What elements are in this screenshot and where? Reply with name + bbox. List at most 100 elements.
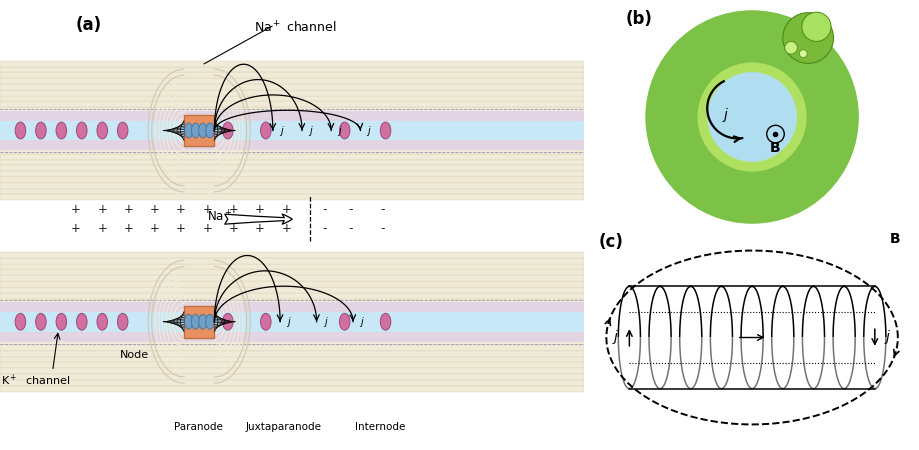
Ellipse shape xyxy=(56,122,66,139)
Text: +: + xyxy=(97,222,107,235)
Text: +: + xyxy=(123,222,133,235)
Ellipse shape xyxy=(222,122,233,139)
Bar xyxy=(0,339,584,345)
Bar xyxy=(0,84,584,90)
Text: -: - xyxy=(322,203,326,216)
Bar xyxy=(0,275,584,281)
Text: Node: Node xyxy=(119,350,149,360)
Circle shape xyxy=(690,55,812,179)
Text: +: + xyxy=(97,203,107,216)
Bar xyxy=(0,310,584,316)
Ellipse shape xyxy=(260,122,271,139)
Text: j: j xyxy=(612,330,617,345)
Ellipse shape xyxy=(222,313,233,330)
Text: +: + xyxy=(255,203,265,216)
Ellipse shape xyxy=(380,122,391,139)
Bar xyxy=(0,316,584,322)
Text: +: + xyxy=(229,203,238,216)
Bar xyxy=(0,304,584,310)
Text: +: + xyxy=(229,222,238,235)
Bar xyxy=(0,67,584,72)
Text: j: j xyxy=(367,126,369,135)
Ellipse shape xyxy=(199,123,207,138)
Ellipse shape xyxy=(96,122,108,139)
Ellipse shape xyxy=(191,314,199,329)
Ellipse shape xyxy=(16,122,26,139)
Text: Paranode: Paranode xyxy=(174,422,222,432)
Ellipse shape xyxy=(56,313,66,330)
Circle shape xyxy=(660,25,843,209)
Bar xyxy=(0,90,584,96)
Bar xyxy=(0,101,584,107)
Bar xyxy=(184,306,214,338)
Ellipse shape xyxy=(36,313,46,330)
Bar xyxy=(0,322,584,328)
Bar xyxy=(0,111,584,150)
Circle shape xyxy=(698,63,805,171)
Bar xyxy=(0,351,584,356)
Bar xyxy=(0,61,584,67)
Text: +: + xyxy=(281,203,291,216)
Ellipse shape xyxy=(206,314,214,329)
Bar xyxy=(0,287,584,292)
Bar xyxy=(0,160,584,166)
Bar xyxy=(0,356,584,362)
Ellipse shape xyxy=(118,122,128,139)
Ellipse shape xyxy=(380,313,391,330)
Text: -: - xyxy=(380,203,384,216)
Ellipse shape xyxy=(96,313,108,330)
Circle shape xyxy=(801,12,830,41)
Text: Na$^+$: Na$^+$ xyxy=(207,210,233,225)
Bar xyxy=(0,333,584,339)
Bar xyxy=(0,113,584,119)
Ellipse shape xyxy=(76,313,87,330)
Bar xyxy=(0,171,584,177)
Text: +: + xyxy=(255,222,265,235)
Text: j: j xyxy=(309,126,312,135)
Circle shape xyxy=(644,10,858,224)
Bar xyxy=(0,368,584,374)
Bar xyxy=(0,374,584,380)
Text: -: - xyxy=(348,222,352,235)
Bar xyxy=(0,312,584,332)
Text: +: + xyxy=(202,203,212,216)
Text: Na$^+$ channel: Na$^+$ channel xyxy=(254,20,336,36)
Bar xyxy=(0,78,584,84)
Bar xyxy=(0,142,584,148)
Text: +: + xyxy=(71,222,81,235)
Text: +: + xyxy=(150,222,160,235)
Text: j: j xyxy=(279,126,282,135)
Bar xyxy=(0,345,584,351)
Text: -: - xyxy=(322,222,326,235)
Bar xyxy=(184,115,214,146)
Ellipse shape xyxy=(206,123,214,138)
Bar xyxy=(0,258,584,264)
Ellipse shape xyxy=(16,313,26,330)
Circle shape xyxy=(782,13,833,63)
Bar xyxy=(0,194,584,200)
Bar xyxy=(0,177,584,183)
Circle shape xyxy=(675,40,828,194)
Bar xyxy=(0,328,584,333)
Text: B: B xyxy=(890,232,900,246)
Bar xyxy=(0,125,584,130)
Text: Internode: Internode xyxy=(354,422,404,432)
Ellipse shape xyxy=(199,314,207,329)
Circle shape xyxy=(652,18,850,216)
Bar xyxy=(0,189,584,194)
Text: K$^+$  channel: K$^+$ channel xyxy=(1,373,71,388)
Bar xyxy=(0,96,584,101)
Bar xyxy=(0,154,584,160)
Bar xyxy=(0,72,584,78)
Text: (b): (b) xyxy=(625,10,652,28)
Text: j: j xyxy=(885,330,889,345)
Bar xyxy=(0,252,584,258)
Text: j: j xyxy=(359,317,362,327)
Bar xyxy=(0,270,584,275)
Bar xyxy=(0,298,584,304)
Text: +: + xyxy=(176,203,186,216)
Text: (a): (a) xyxy=(76,16,102,34)
Bar xyxy=(0,386,584,392)
Ellipse shape xyxy=(76,122,87,139)
Text: B: B xyxy=(769,141,780,155)
